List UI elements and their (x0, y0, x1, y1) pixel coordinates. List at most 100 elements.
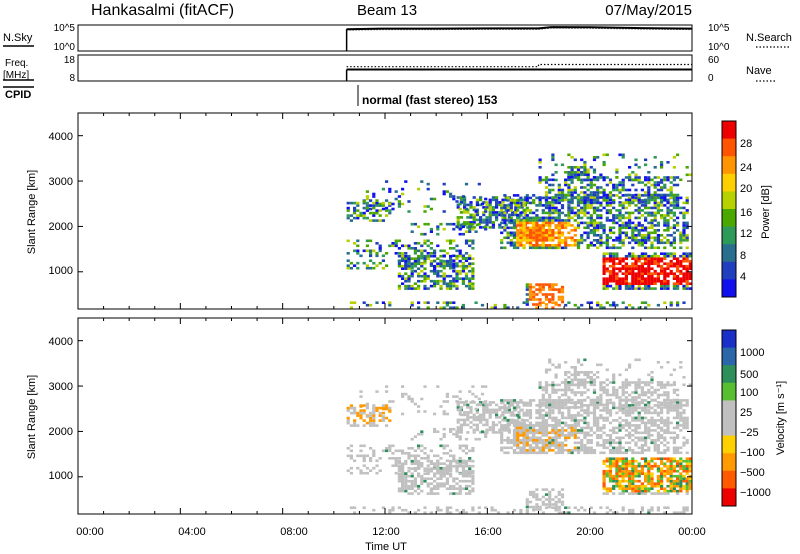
power-cell (621, 188, 625, 192)
power-cell (461, 232, 465, 236)
velocity-cell (605, 469, 609, 473)
power-cell (685, 284, 689, 288)
velocity-cell (541, 396, 545, 399)
velocity-cell (644, 403, 648, 407)
velocity-cell (464, 492, 469, 495)
power-cell (378, 244, 382, 248)
power-cell (365, 204, 369, 207)
velocity-cell (637, 472, 641, 475)
velocity-cell (554, 404, 558, 407)
velocity-cell (554, 401, 558, 405)
velocity-cell (621, 388, 625, 392)
power-cell (576, 209, 581, 212)
power-cell (449, 284, 453, 288)
velocity-cell (554, 391, 558, 394)
power-cell (586, 196, 590, 200)
velocity-cell (615, 477, 619, 480)
velocity-cell (631, 404, 635, 407)
velocity-cell (442, 452, 446, 455)
power-cell (637, 272, 641, 275)
velocity-cell (624, 414, 628, 417)
power-cell (369, 204, 373, 207)
velocity-cell (359, 444, 363, 448)
power-cell (589, 193, 593, 197)
power-cell (375, 209, 379, 212)
velocity-cell (410, 447, 414, 450)
velocity-cell (573, 429, 577, 432)
velocity-cell (628, 398, 632, 402)
velocity-cell (586, 414, 590, 417)
velocity-cell (372, 454, 376, 458)
power-cell (644, 254, 648, 258)
power-cell (423, 222, 427, 226)
velocity-cell (685, 401, 689, 405)
power-cell (618, 211, 622, 215)
nsky-tick-top: 10^5 (54, 23, 76, 34)
velocity-cell (519, 399, 523, 402)
velocity-cell (631, 459, 635, 463)
power-cell (564, 236, 568, 240)
velocity-cell (653, 444, 657, 447)
power-cell (417, 274, 421, 278)
power-cell (538, 229, 542, 232)
velocity-cell (644, 492, 648, 495)
power-cell (605, 176, 609, 179)
velocity-cell (637, 358, 641, 362)
velocity-cell (359, 395, 363, 398)
velocity-cell (528, 451, 533, 455)
power-cell (653, 166, 657, 169)
power-cell (506, 234, 510, 237)
velocity-cell (551, 406, 555, 409)
power-cell (449, 239, 453, 243)
power-cell (653, 176, 657, 179)
power-cell (586, 246, 590, 250)
velocity-cell (663, 421, 667, 425)
power-cell (621, 277, 625, 280)
velocity-cell (506, 429, 510, 432)
velocity-cell (458, 492, 462, 495)
velocity-cell (653, 388, 657, 392)
power-cell (640, 224, 644, 227)
velocity-cell (519, 426, 523, 430)
power-cell (640, 257, 644, 260)
velocity-cell (544, 446, 549, 450)
velocity-cell (624, 462, 628, 465)
power-cell (589, 241, 593, 245)
power-cell (612, 267, 616, 270)
velocity-cell (672, 464, 676, 468)
velocity-cell (618, 464, 622, 468)
power-cell (436, 244, 440, 248)
power-cell (685, 277, 689, 280)
velocity-cell (410, 467, 414, 470)
velocity-cell (442, 427, 446, 431)
velocity-cell (541, 500, 545, 504)
velocity-cell (647, 426, 651, 430)
power-cell (672, 284, 676, 288)
power-cell (442, 192, 446, 196)
velocity-panel: Slant Range [km] 4000 3000 2000 1000 00:… (26, 317, 706, 553)
power-cell (644, 198, 648, 202)
power-cell (589, 221, 593, 225)
power-cbar-tick-16: 16 (740, 207, 752, 219)
power-cell (640, 252, 644, 255)
velocity-cell (669, 482, 673, 485)
power-cell (637, 279, 641, 283)
power-cell (554, 196, 558, 199)
freq-series-line (345, 63, 692, 81)
velocity-cell (644, 399, 648, 402)
power-cell (362, 249, 366, 253)
xtick-0000: 00:00 (76, 526, 104, 538)
power-cell (672, 262, 676, 265)
power-cell (634, 176, 638, 179)
velocity-cell (644, 381, 648, 384)
velocity-cell (401, 484, 405, 488)
power-cell (500, 209, 504, 212)
power-cell (404, 180, 408, 183)
power-cell (362, 261, 366, 265)
colorbar-swatch (722, 400, 736, 419)
velocity-cell (615, 431, 619, 435)
power-cell (570, 211, 574, 215)
velocity-cell (573, 406, 577, 409)
power-cell (688, 252, 692, 255)
power-cell (656, 201, 660, 205)
